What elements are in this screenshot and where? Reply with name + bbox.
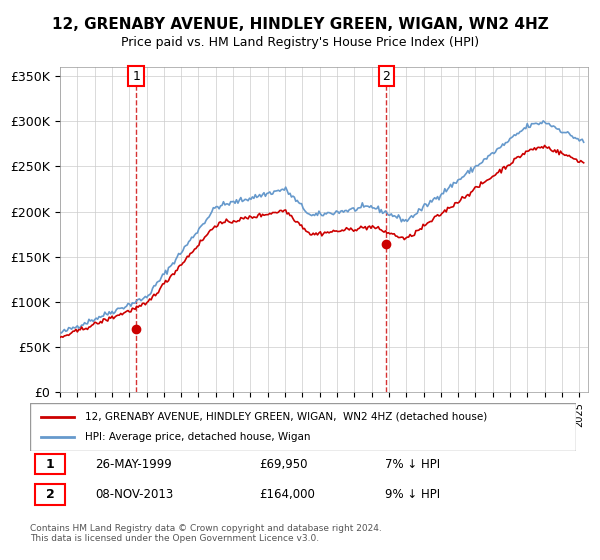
Text: 2: 2 [382, 70, 390, 83]
FancyBboxPatch shape [35, 454, 65, 474]
Text: 08-NOV-2013: 08-NOV-2013 [95, 488, 174, 501]
Text: 9% ↓ HPI: 9% ↓ HPI [385, 488, 440, 501]
Text: 7% ↓ HPI: 7% ↓ HPI [385, 458, 440, 470]
FancyBboxPatch shape [30, 403, 576, 451]
Text: 26-MAY-1999: 26-MAY-1999 [95, 458, 172, 470]
Text: HPI: Average price, detached house, Wigan: HPI: Average price, detached house, Wiga… [85, 432, 310, 442]
Text: 2: 2 [46, 488, 55, 501]
Text: 1: 1 [46, 458, 55, 470]
Text: Contains HM Land Registry data © Crown copyright and database right 2024.
This d: Contains HM Land Registry data © Crown c… [30, 524, 382, 543]
FancyBboxPatch shape [35, 484, 65, 505]
Text: £69,950: £69,950 [259, 458, 308, 470]
Text: 12, GRENABY AVENUE, HINDLEY GREEN, WIGAN, WN2 4HZ: 12, GRENABY AVENUE, HINDLEY GREEN, WIGAN… [52, 17, 548, 32]
Text: 12, GRENABY AVENUE, HINDLEY GREEN, WIGAN,  WN2 4HZ (detached house): 12, GRENABY AVENUE, HINDLEY GREEN, WIGAN… [85, 412, 487, 422]
Text: Price paid vs. HM Land Registry's House Price Index (HPI): Price paid vs. HM Land Registry's House … [121, 36, 479, 49]
Text: £164,000: £164,000 [259, 488, 315, 501]
Text: 1: 1 [132, 70, 140, 83]
